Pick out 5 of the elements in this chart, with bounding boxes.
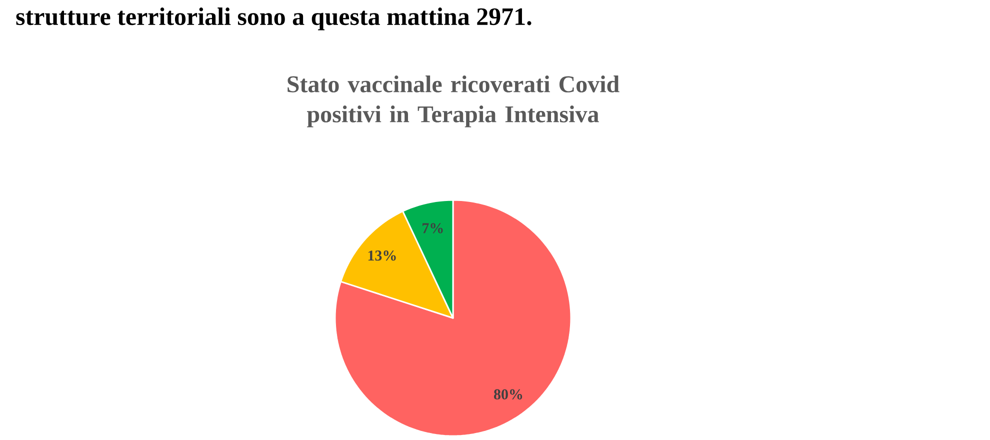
data-label: 7%	[422, 223, 443, 234]
data-label: 80%	[494, 389, 522, 400]
chart-title: Stato vaccinale ricoverati Covid positivi in Terapia Intensiva	[288, 76, 620, 128]
text: strutture territoriali sono a questa mattina 2971.	[16, 8, 532, 30]
data-label: 13%	[368, 250, 396, 261]
